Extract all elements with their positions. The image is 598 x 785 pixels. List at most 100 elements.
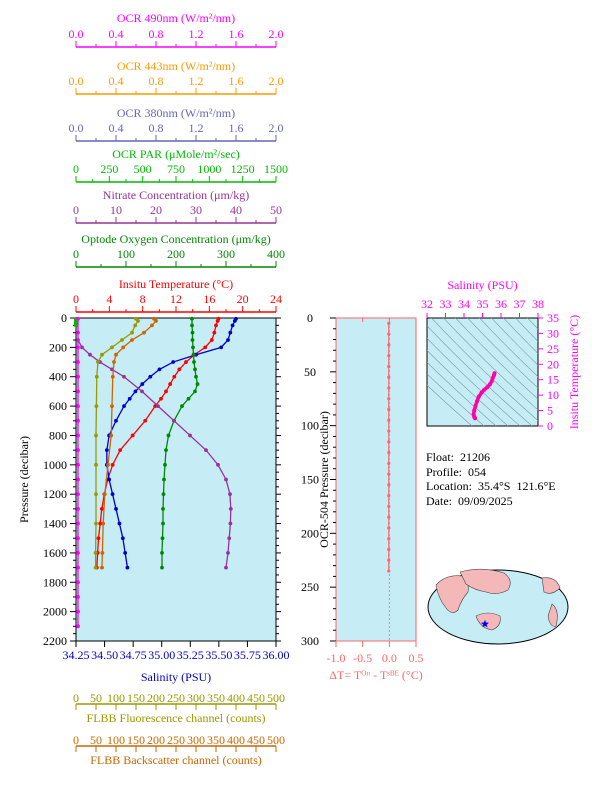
dt-point	[387, 332, 391, 336]
ocr490-point	[76, 521, 80, 526]
fluorescence-axis-label: FLBB Fluorescence channel (counts)	[87, 711, 266, 725]
backscatter-point	[112, 360, 116, 364]
backscatter-tick-label: 200	[147, 733, 165, 747]
y-tick-label: 0	[61, 311, 67, 325]
salinity-point	[110, 492, 115, 497]
ocr490-point	[76, 360, 80, 364]
oxygen-point	[191, 352, 196, 357]
backscatter-point	[142, 330, 146, 335]
dt-y-tick-label: 300	[301, 634, 319, 648]
dt-point	[387, 461, 391, 465]
ts-y-tick-label: 25	[547, 342, 559, 356]
density-contour	[427, 325, 533, 426]
dt-point	[387, 494, 391, 498]
ocr490-tick-label: 2.0	[269, 27, 284, 41]
fluorescence-point	[100, 352, 104, 357]
dt-x-tick-label: -0.5	[353, 651, 372, 665]
fluorescence-tick-label: 50	[90, 691, 102, 705]
oxygen-point	[160, 565, 164, 570]
ocr490-point	[76, 345, 80, 350]
par-tick-label: 750	[167, 162, 185, 176]
fluorescence-point	[94, 521, 98, 526]
ts-plot-area	[426, 317, 539, 427]
salinity-point	[232, 319, 237, 323]
ocr490-point	[76, 565, 80, 570]
salinity-point	[123, 551, 128, 555]
density-contour	[431, 318, 538, 422]
oxygen-axis-label: Optode Oxygen Concentration (μm/kg)	[81, 232, 270, 246]
fluorescence-point	[93, 565, 98, 570]
par-tick-label: 1500	[264, 162, 288, 176]
ocr490-tick-label: 1.6	[229, 27, 244, 41]
temperature-point	[130, 433, 135, 438]
ts-x-tick-label: 37	[514, 297, 526, 311]
ts-x-tick-label: 38	[532, 297, 544, 311]
oxygen-point	[160, 536, 165, 541]
dt-point	[387, 472, 391, 476]
backscatter-point	[106, 462, 110, 467]
ts-point	[472, 408, 477, 413]
dt-point	[387, 364, 391, 369]
fluorescence-point	[133, 323, 138, 328]
salinity-point	[107, 477, 112, 482]
ts-point	[474, 399, 479, 404]
temperature-point	[184, 360, 188, 364]
fluorescence-point	[120, 338, 124, 342]
backscatter-axis-label: FLBB Backscatter channel (counts)	[90, 753, 262, 767]
fluorescence-tick-label: 300	[187, 691, 205, 705]
temperature-point	[177, 367, 182, 372]
fluorescence-point	[94, 433, 98, 438]
ts-y-tick-label: 0	[547, 419, 553, 433]
nitrate-point	[188, 433, 192, 438]
oxygen-point	[194, 374, 198, 379]
fluorescence-tick-label: 400	[227, 691, 245, 705]
temperature-point	[212, 330, 217, 335]
backscatter-tick-label: 400	[227, 733, 245, 747]
ts-point	[487, 382, 492, 387]
backscatter-point	[130, 338, 134, 342]
temperature-point	[159, 396, 163, 401]
ocr380-axis-label: OCR 380nm (W/m²/nm)	[117, 106, 235, 120]
y-tick-label: 1400	[43, 517, 67, 531]
salinity-tick-label: 35.50	[205, 648, 232, 662]
oxygen-point	[193, 367, 197, 372]
temperature-point	[172, 374, 177, 379]
density-contour	[443, 318, 538, 411]
salinity-point	[127, 396, 132, 401]
oxygen-point	[161, 521, 165, 526]
ocr490-point	[76, 580, 80, 585]
ocr490-point	[76, 433, 80, 438]
ocr490-tick-label: 1.2	[189, 27, 204, 41]
ts-y-tick-label: 15	[547, 373, 559, 387]
fluorescence-point	[110, 345, 114, 350]
oxygen-point	[193, 389, 197, 394]
dt-y-tick-label: 100	[301, 419, 319, 433]
dt-point	[387, 515, 391, 519]
fluorescence-point	[94, 492, 98, 497]
dt-x-tick-label: 0.0	[382, 651, 397, 665]
salinity-tick-label: 34.75	[120, 648, 147, 662]
temperature-point	[209, 338, 214, 342]
map-land-australia	[475, 612, 501, 631]
ocr490-tick-label: 0.4	[109, 27, 124, 41]
nitrate-point	[204, 448, 208, 453]
ocr490-tick-label: 0.0	[69, 27, 84, 41]
fluorescence-series-line	[94, 318, 139, 568]
backscatter-point	[154, 319, 158, 323]
fluorescence-tick-label: 150	[127, 691, 145, 705]
backscatter-point	[101, 521, 106, 526]
backscatter-tick-label: 100	[107, 733, 125, 747]
density-contour	[503, 318, 538, 354]
nitrate-point	[224, 477, 228, 482]
backscatter-tick-label: 350	[207, 733, 225, 747]
density-contour	[467, 318, 538, 389]
backscatter-point	[110, 374, 115, 379]
salinity-point	[148, 374, 153, 379]
ocr490-point	[76, 316, 80, 321]
delta-t-plot-area	[335, 317, 417, 642]
oxygen-point	[195, 382, 200, 386]
density-contour	[515, 318, 538, 342]
oxygen-point	[164, 448, 168, 453]
salinity-point	[133, 389, 138, 394]
par-tick-label: 1000	[197, 162, 221, 176]
